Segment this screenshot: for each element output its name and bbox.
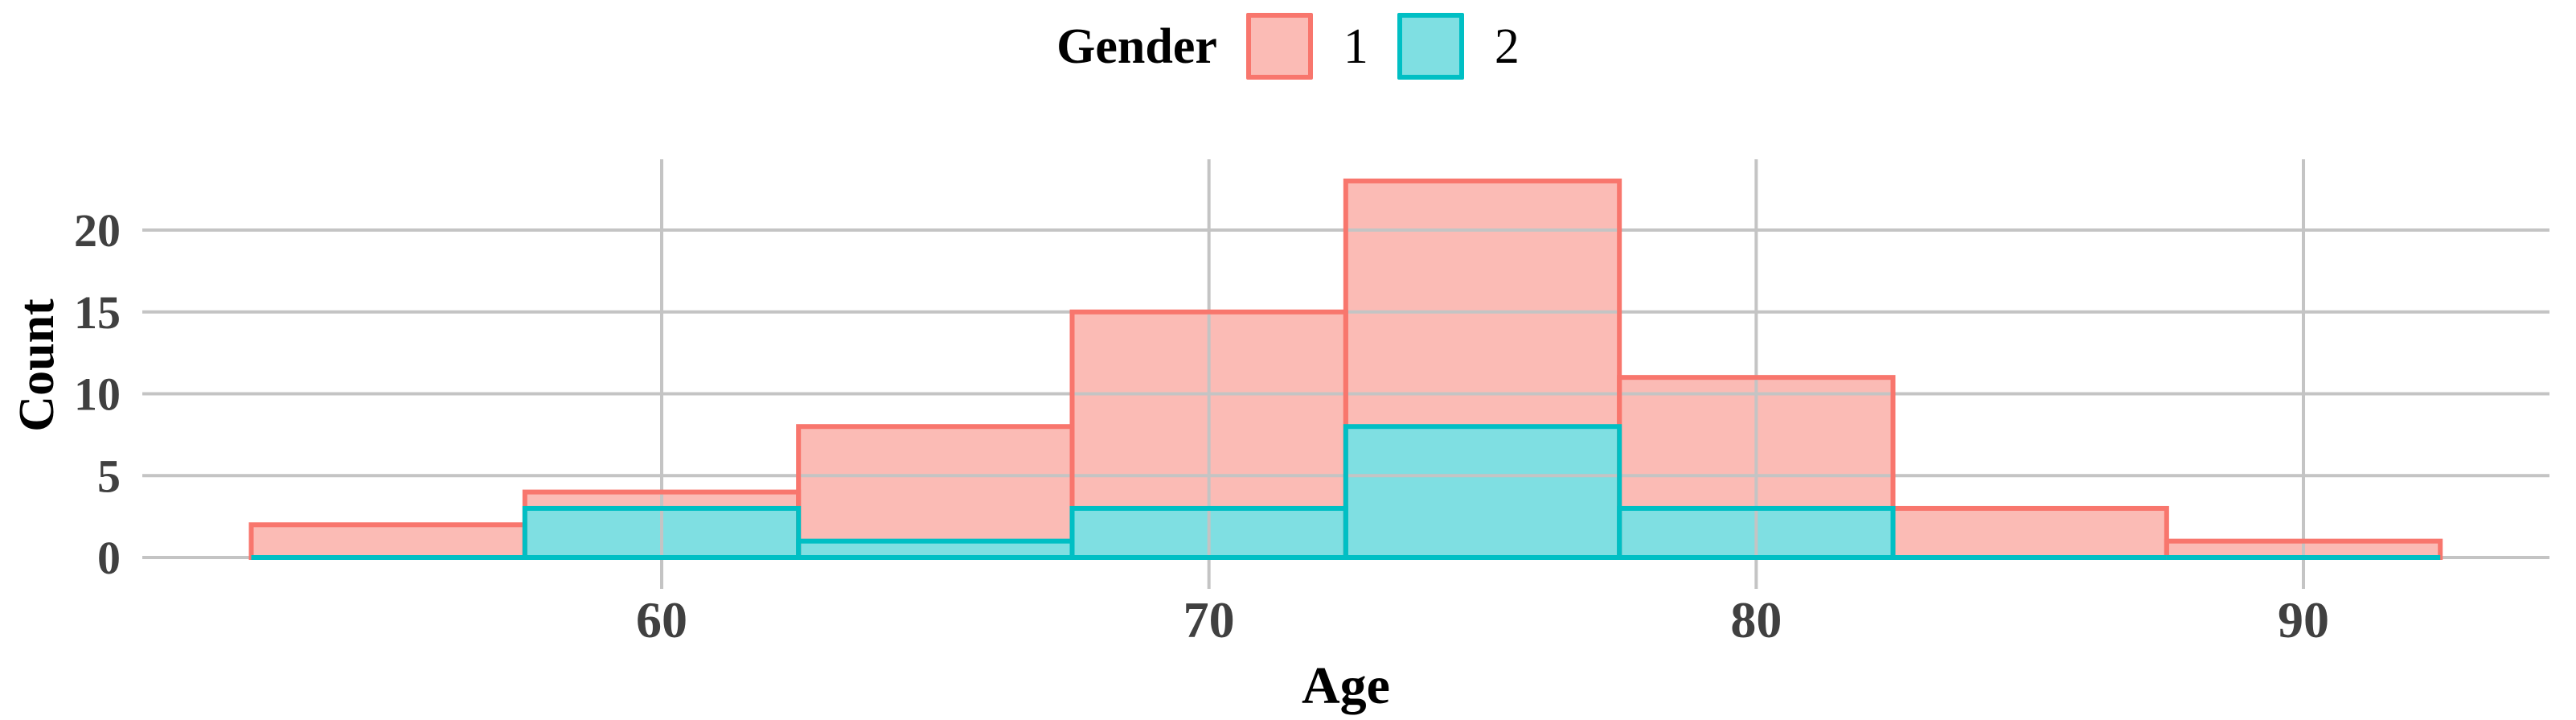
x-tick-label-90: 90 (2278, 591, 2329, 648)
y-tick-label-15: 15 (74, 286, 121, 339)
y-axis-title: Count (10, 298, 64, 432)
bar-fill-gender1-bin-65 (798, 426, 1073, 557)
x-tick-label-80: 80 (1730, 591, 1782, 648)
bar-fill-gender2-bin-75 (1345, 426, 1620, 557)
bar-fill-gender1-bin-55 (251, 525, 525, 557)
bar-fill-gender1-bin-85 (1893, 508, 2167, 557)
bar-outline-gender2-bin-75 (1343, 424, 1622, 561)
x-tick-label-70: 70 (1183, 591, 1235, 648)
x-tick-label-60: 60 (636, 591, 687, 648)
bar-outline-gender2-bin-60 (522, 505, 802, 561)
x-axis-title: Age (1302, 656, 1390, 715)
bar-outline-gender2-bin-80 (1617, 505, 1896, 561)
y-tick-label-5: 5 (97, 450, 121, 502)
y-tick-label-10: 10 (74, 368, 121, 421)
bar-fill-gender2-bin-65 (798, 541, 1073, 557)
y-tick-label-20: 20 (74, 204, 121, 257)
y-tick-label-0: 0 (97, 532, 121, 584)
